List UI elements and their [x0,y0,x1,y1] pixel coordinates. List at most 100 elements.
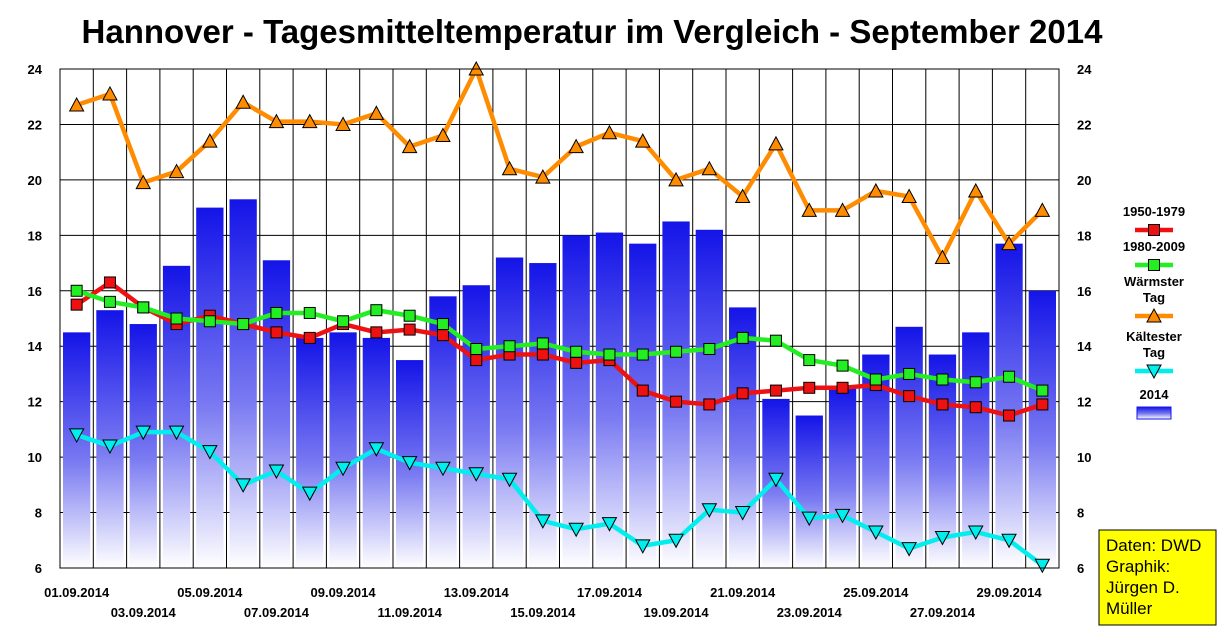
credit-line: Müller [1106,599,1153,618]
data-point [901,188,917,204]
data-point [368,105,385,120]
data-point [135,425,152,441]
x-tick-label: 21.09.2014 [710,585,776,600]
y-tick-label-left: 8 [35,506,42,521]
legend-marker [1146,364,1162,380]
legend-marker [1148,259,1160,271]
data-point [1036,384,1049,397]
data-point [967,182,984,198]
data-point [969,401,982,414]
data-point [670,345,683,358]
bar-2014 [162,265,191,568]
data-point [934,249,951,265]
data-point [303,306,316,319]
data-point [303,331,316,344]
x-tick-label: 03.09.2014 [111,605,177,620]
y-tick-label-right: 18 [1077,228,1091,243]
y-tick-label-left: 20 [28,173,42,188]
data-point [401,138,418,154]
data-point [270,306,283,319]
legend-marker [1146,307,1162,323]
y-tick-label-right: 14 [1077,339,1092,354]
data-point [834,508,851,524]
data-point [102,439,118,455]
y-tick-label-right: 6 [1077,561,1084,576]
data-point [934,531,951,546]
bar-series-2014 [62,199,1057,569]
x-tick-label: 13.09.2014 [444,585,510,600]
bar-2014 [995,243,1023,568]
data-point [436,318,449,331]
data-point [501,472,518,488]
data-point [703,398,716,411]
data-point [435,461,451,477]
x-tick-label: 05.09.2014 [177,585,243,600]
credit-box: Daten: DWD Graphik: Jürgen D. Müller [1098,529,1217,626]
bar-2014 [662,221,690,568]
bar-2014 [196,207,224,568]
legend-label: Tag [1143,345,1165,360]
data-point [68,428,85,443]
data-point [470,354,483,367]
data-point [967,525,984,541]
legend-label: Tag [1143,290,1165,305]
data-point [301,486,318,502]
x-tick-label: 07.09.2014 [244,605,310,620]
data-point [768,135,784,151]
data-point [135,174,152,190]
data-point [368,442,385,457]
data-point [1001,533,1017,549]
x-tick-label: 23.09.2014 [777,605,843,620]
data-point [636,348,649,361]
y-tick-label-right: 10 [1077,450,1091,465]
data-point [736,387,749,400]
data-point [535,169,551,184]
bar-2014 [296,337,324,568]
data-point [337,315,350,328]
x-tick-label: 25.09.2014 [843,585,909,600]
data-point [68,96,85,112]
data-point [868,525,884,541]
data-point [335,116,351,131]
data-point [1034,558,1051,574]
data-point [470,342,483,355]
x-tick-label: 17.09.2014 [577,585,643,600]
data-point [203,315,216,328]
data-point [237,318,250,331]
data-point [568,138,584,154]
data-point [901,542,917,557]
data-point [601,517,618,532]
bar-2014 [462,285,490,568]
y-tick-label-left: 24 [28,62,43,77]
data-point [603,348,616,361]
data-point [268,464,285,480]
data-point [803,381,816,394]
x-tick-label: 27.09.2014 [910,605,976,620]
y-axis-right: 6 8 10 12 14 16 18 20 22 24 [1077,62,1092,576]
legend-label: 1950-1979 [1123,204,1185,219]
data-point [769,334,782,347]
data-point [570,356,583,369]
bar-2014 [895,326,923,568]
credit-background [1098,529,1217,626]
y-tick-label-right: 20 [1077,173,1091,188]
data-point [868,182,884,198]
bar-2014 [795,415,823,568]
data-point [1003,370,1016,383]
data-point [268,113,285,129]
data-point [168,163,185,179]
legend: 1950-19791980-2009WärmsterTagKältesterTa… [1123,204,1185,420]
data-point [536,337,549,350]
legend-label: Kältester [1126,329,1182,344]
data-point [436,329,449,342]
data-point [869,373,882,386]
x-axis: 01.09.2014 05.09.2014 09.09.2014 13.09.2014… [44,585,1042,620]
bar-2014 [495,257,524,568]
y-tick-label-right: 24 [1077,62,1092,77]
y-tick-label-right: 16 [1077,284,1091,299]
bar-2014 [262,260,291,568]
data-point [103,276,116,289]
data-point [468,467,485,482]
legend-label: Wärmster [1124,274,1184,289]
